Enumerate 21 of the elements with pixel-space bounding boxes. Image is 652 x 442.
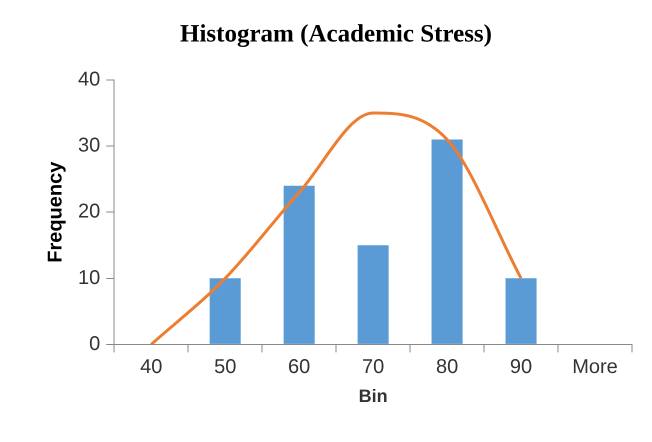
x-tick-label: 80 [436, 356, 458, 378]
y-tick-label: 10 [78, 266, 100, 289]
chart-title: Histogram (Academic Stress) [180, 20, 492, 48]
x-tick-label: 50 [214, 356, 236, 378]
x-tick-label: 40 [140, 356, 162, 378]
x-axis-title: Bin [358, 386, 388, 406]
x-tick-label: 90 [510, 356, 532, 378]
y-tick-label: 30 [78, 134, 100, 157]
bar [210, 278, 241, 344]
bar [284, 186, 315, 344]
x-tick-label: More [572, 356, 618, 378]
line-series [150, 112, 523, 344]
bar [358, 245, 389, 344]
y-tick-label: 40 [78, 68, 100, 91]
x-tick-label: 60 [288, 356, 310, 378]
y-axis-title: Frequency [44, 160, 67, 263]
y-tick-label: 20 [78, 200, 100, 223]
x-tick-label: 70 [362, 356, 384, 378]
bar [432, 139, 463, 344]
y-tick-label: 0 [89, 332, 100, 355]
bar [506, 278, 537, 344]
